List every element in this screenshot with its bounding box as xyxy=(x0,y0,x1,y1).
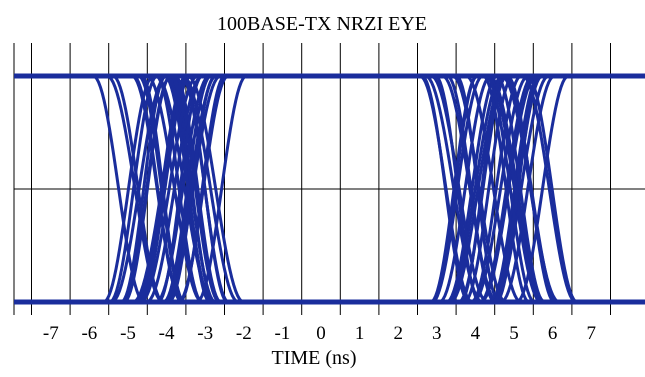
eye-transition-trace-1-38 xyxy=(92,74,145,304)
eye-transition-trace-2-40 xyxy=(434,74,481,304)
x-tick-label: 6 xyxy=(548,323,558,344)
eye-transition-trace-2-35 xyxy=(470,74,522,304)
eye-transition-trace-2-30 xyxy=(446,74,496,304)
x-tick-label: -1 xyxy=(274,323,290,344)
eye-transition-trace-2-39 xyxy=(432,74,478,304)
eye-transition-trace-1-37 xyxy=(155,74,210,304)
eye-transition-trace-2-28 xyxy=(452,74,507,304)
x-tick-label: 2 xyxy=(393,323,403,344)
x-tick-label: -7 xyxy=(43,323,59,344)
chart-title: 100BASE-TX NRZI EYE xyxy=(217,13,427,35)
eye-transition-trace-2-33 xyxy=(472,74,529,304)
x-tick-label: 0 xyxy=(316,323,326,344)
eye-transition-trace-2-7 xyxy=(438,74,492,304)
x-tick-label: -3 xyxy=(197,323,213,344)
x-tick-label: 1 xyxy=(355,323,365,344)
eye-traces xyxy=(14,73,645,305)
eye-transition-trace-1-34 xyxy=(138,74,186,304)
eye-transition-trace-2-37 xyxy=(459,74,504,304)
x-tick-label: 7 xyxy=(586,323,596,344)
x-tick-label: -4 xyxy=(159,323,175,344)
eye-transition-trace-1-41 xyxy=(140,74,199,304)
eye-transition-trace-1-40 xyxy=(164,74,213,304)
eye-transition-trace-2-32 xyxy=(522,74,577,304)
eye-transition-trace-2-16 xyxy=(421,74,470,304)
eye-transition-trace-1-33 xyxy=(123,74,172,304)
x-axis-label: TIME (ns) xyxy=(272,347,357,369)
eye-transition-trace-2-36 xyxy=(430,74,488,304)
eye-transition-trace-1-14 xyxy=(187,74,245,304)
x-tick-label: -2 xyxy=(236,323,252,344)
x-tick-label: 5 xyxy=(509,323,519,344)
eye-transition-trace-1-31 xyxy=(120,74,167,304)
eye-transition-trace-1-35 xyxy=(177,74,229,304)
eye-transition-trace-2-41 xyxy=(500,74,555,304)
eye-transition-trace-1-42 xyxy=(112,74,164,304)
eye-transition-trace-2-38 xyxy=(485,74,536,304)
eye-transition-trace-2-19 xyxy=(480,74,537,304)
x-tick-label: 3 xyxy=(432,323,442,344)
x-tick-label: -6 xyxy=(81,323,97,344)
eye-transition-trace-1-36 xyxy=(146,74,203,304)
x-tick-label: 4 xyxy=(471,323,481,344)
x-tick-label: -5 xyxy=(120,323,136,344)
eye-transition-trace-2-26 xyxy=(482,74,530,304)
x-tick-labels: -7 -6 -5 -4 -3 -2 -1 0 1 2 3 4 5 6 7 xyxy=(43,323,596,344)
eye-transition-trace-2-27 xyxy=(492,74,543,304)
eye-transition-trace-2-42 xyxy=(495,74,546,304)
eye-transition-trace-2-34 xyxy=(506,74,556,304)
eye-transition-trace-1-39 xyxy=(139,74,191,304)
eye-transition-trace-1-28 xyxy=(132,74,183,304)
